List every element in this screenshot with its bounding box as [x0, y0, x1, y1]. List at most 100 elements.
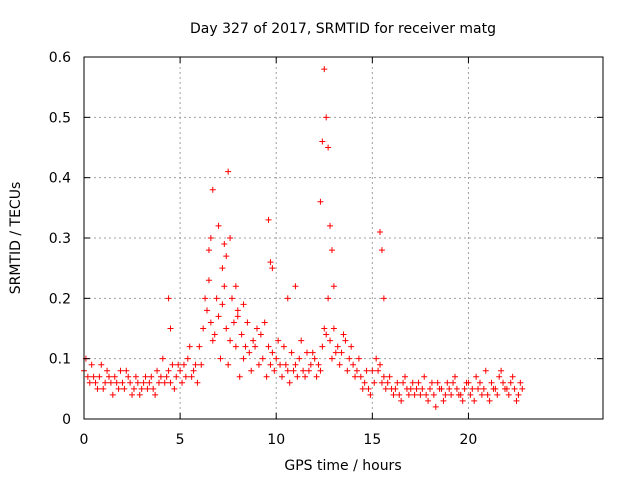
data-point	[461, 385, 468, 392]
data-point	[507, 379, 514, 386]
data-point	[240, 355, 247, 362]
data-point	[134, 379, 141, 386]
data-point	[427, 385, 433, 392]
data-point	[215, 313, 222, 320]
data-point	[478, 391, 485, 398]
data-point	[200, 325, 207, 332]
data-point	[261, 319, 268, 326]
data-point	[488, 379, 495, 386]
data-point	[323, 331, 330, 338]
data-point	[352, 373, 359, 380]
data-point	[111, 373, 118, 380]
data-point	[223, 253, 230, 260]
data-point	[205, 277, 212, 284]
data-point	[209, 186, 216, 193]
data-point	[234, 307, 241, 314]
data-point	[425, 397, 432, 404]
data-point	[396, 391, 403, 398]
data-point	[309, 349, 316, 356]
data-point	[330, 325, 337, 332]
data-point	[148, 373, 155, 380]
data-point	[428, 379, 435, 386]
data-point	[125, 373, 132, 380]
data-point	[238, 331, 245, 338]
data-point	[121, 385, 128, 392]
data-point	[344, 367, 351, 374]
data-point	[407, 385, 414, 392]
data-point	[473, 373, 480, 380]
data-point	[334, 343, 341, 350]
data-point	[184, 355, 191, 362]
data-point	[142, 373, 149, 380]
data-point	[486, 397, 493, 404]
y-axis-label: SRMTID / TECUs	[8, 182, 24, 295]
data-point	[198, 361, 205, 368]
data-point	[227, 337, 234, 344]
data-point	[494, 391, 501, 398]
data-point	[278, 373, 285, 380]
chart-title: Day 327 of 2017, SRMTID for receiver mat…	[190, 21, 496, 37]
data-point	[436, 385, 443, 392]
data-point	[227, 235, 234, 241]
data-point	[430, 391, 437, 398]
data-point	[332, 349, 339, 356]
data-point	[277, 361, 284, 368]
data-point	[252, 343, 259, 350]
data-point	[342, 337, 349, 344]
data-point	[434, 379, 441, 386]
data-point	[378, 247, 385, 254]
data-point	[413, 385, 420, 392]
data-point	[292, 361, 299, 368]
data-point	[257, 331, 264, 338]
data-point	[290, 367, 297, 374]
data-point	[500, 379, 507, 386]
data-point	[409, 379, 416, 386]
data-points	[81, 66, 526, 410]
data-point	[269, 265, 276, 272]
data-point	[469, 385, 476, 392]
data-point	[188, 373, 195, 380]
data-point	[94, 385, 101, 392]
data-point	[315, 361, 322, 368]
data-point	[275, 337, 282, 344]
data-point	[138, 385, 145, 392]
data-point	[321, 66, 328, 73]
data-point	[303, 349, 310, 356]
data-point	[450, 379, 457, 386]
data-point	[390, 391, 397, 398]
data-point	[240, 301, 247, 308]
data-point	[179, 379, 186, 386]
data-point	[144, 385, 151, 392]
data-point	[476, 379, 483, 386]
y-tick-label: 0	[62, 412, 71, 428]
data-point	[173, 373, 180, 380]
data-point	[225, 361, 232, 368]
data-point	[215, 222, 222, 229]
data-point	[117, 367, 124, 374]
y-tick-label: 0.5	[49, 110, 71, 126]
data-point	[501, 385, 508, 392]
data-point	[157, 373, 164, 380]
data-point	[127, 379, 134, 386]
data-point	[490, 385, 497, 392]
data-point	[180, 361, 187, 368]
data-point	[305, 367, 312, 374]
data-point	[229, 295, 236, 302]
data-point	[321, 325, 328, 332]
data-point	[248, 367, 255, 374]
data-point	[263, 373, 270, 380]
data-point	[394, 379, 401, 386]
data-point	[190, 367, 197, 374]
data-point	[273, 355, 280, 362]
data-point	[513, 397, 520, 404]
data-point	[415, 379, 422, 386]
data-point	[340, 331, 347, 338]
data-point	[355, 355, 362, 362]
data-point	[223, 325, 230, 332]
data-point	[421, 373, 428, 380]
data-point	[130, 385, 137, 392]
data-point	[392, 385, 399, 392]
x-tick-label: 15	[363, 432, 381, 448]
data-point	[380, 295, 387, 302]
data-point	[159, 355, 166, 362]
